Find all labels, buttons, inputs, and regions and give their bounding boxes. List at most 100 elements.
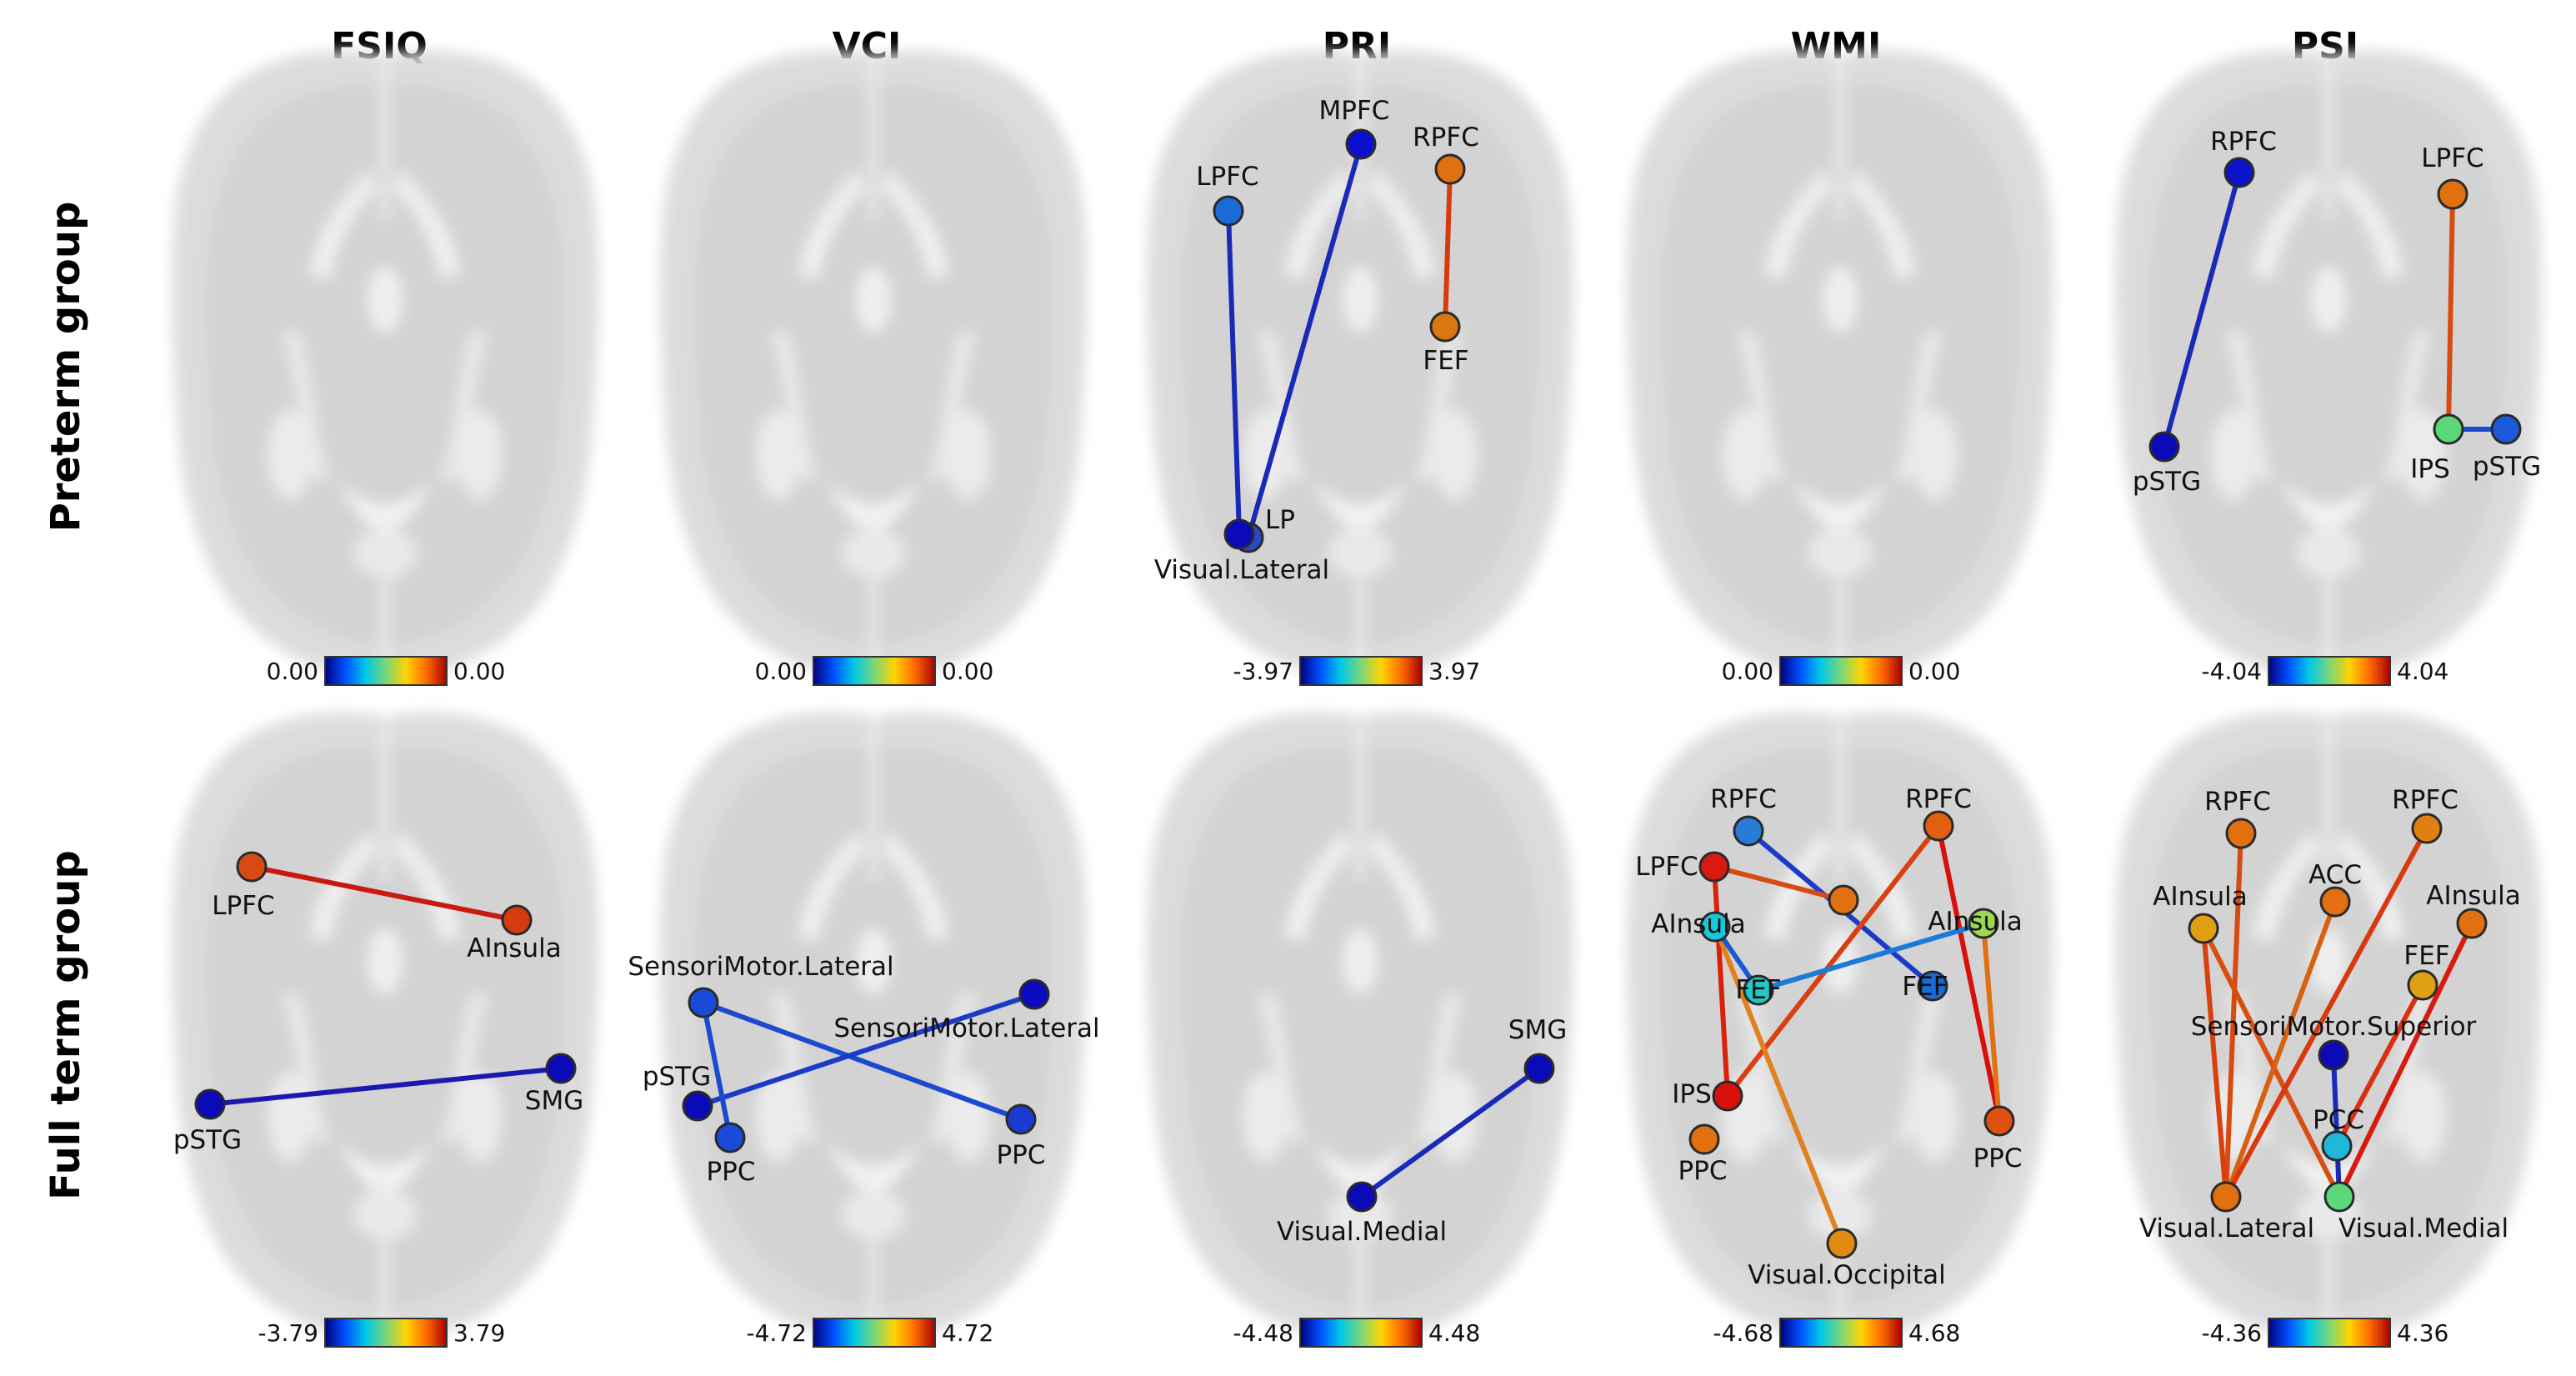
edge-mpfc-lp	[1246, 142, 1363, 540]
colorbar-bar	[813, 656, 936, 686]
colorbar-min-label: -4.36	[2202, 1319, 2262, 1347]
colorbar-max-label: 3.79	[453, 1319, 505, 1347]
edge-ainsR-ppcR	[1981, 921, 2002, 1123]
node-label-fef: FEF	[1423, 346, 1468, 376]
edge-acc-vislat	[2223, 899, 2338, 1199]
node-ainsula	[501, 904, 533, 936]
node-label-sms: SensoriMotor.Superior	[2191, 1012, 2477, 1042]
node-rpfc	[2223, 157, 2255, 188]
node-label-ainsula: AInsula	[467, 933, 561, 963]
node-pstgR	[2490, 413, 2522, 445]
node-ainsR	[2456, 908, 2488, 939]
colorbar: 0.00 0.00	[1722, 656, 1960, 686]
colorbar: 0.00 0.00	[755, 656, 993, 686]
node-smlatR	[1018, 978, 1050, 1010]
brain-slice-image	[171, 712, 599, 1341]
node-label-smg: SMG	[525, 1086, 583, 1116]
node-label-vislat: Visual.Lateral	[2139, 1213, 2314, 1243]
nodes: RPFC LPFC pSTG IPS pSTG	[2133, 127, 2541, 497]
brain-slice-image	[659, 50, 1088, 679]
panel-vci-preterm: 0.00 0.00	[659, 50, 1088, 686]
node-label-rpfc: RPFC	[2210, 127, 2277, 157]
node-rpfc	[1434, 153, 1466, 185]
node-label-fefR: FEF	[1902, 972, 1948, 1002]
node-ips	[2433, 413, 2464, 445]
node-ainsL	[1699, 911, 1731, 943]
colorbar-bar	[324, 1318, 448, 1348]
panel-psi-preterm: RPFC LPFC pSTG IPS pSTG -4.04 4.04	[2114, 50, 2543, 686]
node-label-vismed: Visual.Medial	[1277, 1217, 1447, 1247]
brain-slice-image	[1626, 50, 2054, 679]
edge-fef-pcc	[2334, 983, 2425, 1148]
node-fefL	[1743, 974, 1774, 1006]
node-label-rpfcR: RPFC	[1905, 784, 1972, 814]
edge-ainsL-visocc	[1713, 924, 1844, 1246]
edge-ainsR-vismed	[2337, 921, 2474, 1199]
node-smg	[1523, 1053, 1555, 1084]
node-label-smg: SMG	[1508, 1015, 1567, 1045]
edge-smlatL-ppcL	[701, 1000, 733, 1140]
colorbar-min-label: -4.68	[1713, 1319, 1773, 1347]
panel-pri-fullterm: SMG Visual.Medial -4.48 4.48	[1146, 712, 1574, 1348]
node-pstgL	[2148, 431, 2180, 463]
node-mpfc	[1345, 128, 1377, 160]
node-mid	[1828, 884, 1859, 916]
node-pcc	[2321, 1130, 2353, 1162]
node-vislat	[1223, 518, 1255, 550]
node-ppcR	[1005, 1103, 1037, 1135]
node-visocc	[1826, 1228, 1858, 1259]
node-fef	[1429, 311, 1461, 343]
node-label-ppcR: PPC	[1973, 1143, 2022, 1173]
colorbar: -3.79 3.79	[258, 1318, 505, 1348]
edge-lpfc-mid	[1712, 864, 1846, 903]
edge-pstg-smg	[208, 1066, 563, 1107]
node-ppcL	[1688, 1123, 1720, 1155]
edges	[1712, 823, 2002, 1246]
edge-rpfcR-vislat	[2223, 826, 2429, 1199]
brain-slice-image	[171, 50, 599, 679]
colorbar: -4.04 4.04	[2202, 656, 2448, 686]
colorbar-bar	[2268, 656, 2391, 686]
node-fefR	[1917, 970, 1948, 1002]
node-lpfc	[236, 851, 268, 883]
colorbar: -4.48 4.48	[1233, 1318, 1480, 1348]
node-vismed	[1346, 1181, 1378, 1213]
edge-lpfc-ainsula	[249, 864, 519, 923]
node-vislat	[2210, 1181, 2242, 1213]
colorbar: -4.72 4.72	[747, 1318, 993, 1348]
colorbar-max-label: 4.72	[942, 1319, 993, 1347]
colorbar-max-label: 4.68	[1908, 1319, 1960, 1347]
colorbar-max-label: 4.04	[2397, 658, 2448, 685]
node-label-lpfc: LPFC	[1635, 852, 1698, 882]
node-label-rpfc: RPFC	[1413, 123, 1479, 153]
node-vismed	[2323, 1181, 2355, 1213]
edge-sms-vismed	[2331, 1053, 2342, 1199]
colorbar: 0.00 0.00	[267, 656, 505, 686]
node-label-pstgR: pSTG	[2473, 452, 2541, 482]
edge-ainsL-vismed	[2201, 926, 2342, 1199]
node-label-vismed: Visual.Medial	[2338, 1213, 2508, 1243]
colorbar: -3.97 3.97	[1233, 656, 1480, 686]
node-label-ppcL: PPC	[1678, 1156, 1727, 1186]
node-label-ainsR: AInsula	[1928, 907, 2022, 937]
node-fef	[2407, 969, 2438, 1001]
colorbar-bar	[324, 656, 448, 686]
node-label-rpfcL: RPFC	[2204, 787, 2271, 817]
colorbar-bar	[1299, 1318, 1423, 1348]
node-label-ainsL: AInsula	[2153, 882, 2247, 912]
nodes: SensoriMotor.Lateral SensoriMotor.Lateral…	[628, 952, 1099, 1187]
node-label-ips: IPS	[2410, 454, 2450, 484]
colorbar-min-label: -3.79	[258, 1319, 318, 1347]
node-lpfc	[1698, 851, 1730, 883]
node-sms	[2318, 1039, 2349, 1071]
colorbar-max-label: 4.36	[2397, 1319, 2448, 1347]
node-label-pstg: pSTG	[173, 1125, 242, 1155]
edges	[695, 992, 1037, 1140]
colorbar-bar	[813, 1318, 936, 1348]
node-smg	[545, 1053, 577, 1084]
colorbar-bar	[1779, 1318, 1903, 1348]
colorbar-min-label: 0.00	[755, 658, 807, 685]
edge-rpfc-pstgL	[2162, 170, 2242, 449]
edge-vismed-smg	[1359, 1066, 1542, 1199]
